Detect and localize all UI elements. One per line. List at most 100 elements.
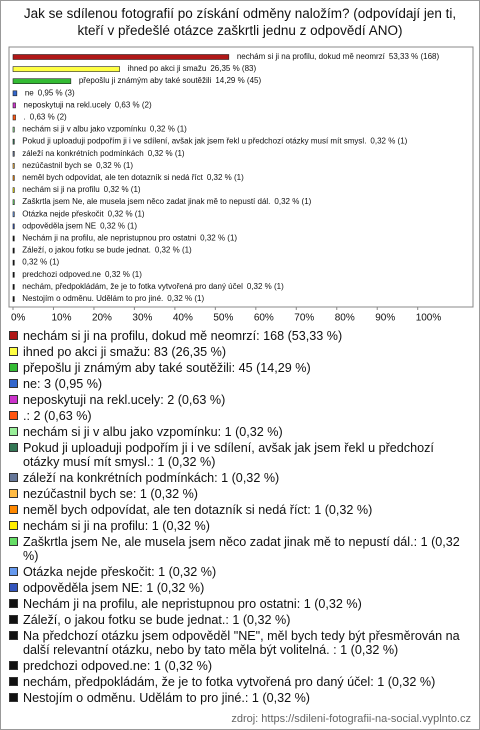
bar-label: přepošlu ji známým aby také soutěžili 14,… — [79, 76, 262, 85]
legend-label: Nestojím o odměnu. Udělám to pro jiné.: … — [23, 691, 310, 705]
legend-item: ne: 3 (0,95 %) — [9, 377, 471, 391]
legend-item: Zaškrtla jsem Ne, ale musela jsem něco z… — [9, 535, 471, 563]
x-tick-label: 0% — [11, 313, 26, 324]
category-label: neposkytuji na rekl.ucely — [24, 101, 111, 110]
bar-label: záleží na konkrétních podmínkách 0,32 % (… — [22, 149, 185, 158]
bar — [12, 235, 15, 242]
category-label: nezúčastnil bych se — [22, 161, 92, 170]
value-label: 0,32 % (1) — [370, 137, 407, 146]
bar — [12, 90, 18, 97]
legend-label: přepošlu ji známým aby také soutěžili: 4… — [23, 361, 311, 375]
value-label: 0,63 % (2) — [115, 101, 152, 110]
bar-label: nechám si ji na profilu 0,32 % (1) — [22, 185, 141, 194]
legend-label: predchozi odpoved.ne: 1 (0,32 %) — [23, 659, 213, 673]
value-label: 53,33 % (168) — [389, 52, 440, 61]
legend-label: neposkytuji na rekl.ucely: 2 (0,63 %) — [23, 393, 226, 407]
bar-label: . 0,63 % (2) — [24, 113, 67, 122]
bar-label: Nechám ji na profilu, ale nepristupnou p… — [22, 234, 237, 243]
bar — [12, 247, 15, 254]
category-label: Zaškrtla jsem Ne, ale musela jsem něco z… — [22, 197, 270, 206]
category-label: Otázka nejde přeskočit — [22, 209, 104, 218]
category-label: Záleží, o jakou fotku se bude jednat. — [22, 246, 151, 255]
legend-item: Na předchozí otázku jsem odpověděl "NE",… — [9, 629, 471, 657]
legend-label: nechám si ji na profilu, dokud mě neomrz… — [23, 329, 343, 343]
legend-swatch — [9, 521, 18, 530]
bar-label: predchozi odpoved.ne 0,32 % (1) — [22, 270, 142, 279]
legend-item: Nechám ji na profilu, ale nepristupnou p… — [9, 597, 471, 611]
value-label: 0,32 % (1) — [108, 209, 145, 218]
bar-label: nechám si ji na profilu, dokud mě neomrz… — [237, 52, 440, 61]
bar — [12, 211, 15, 218]
legend: nechám si ji na profilu, dokud mě neomrz… — [9, 329, 471, 707]
category-label: nechám si ji v albu jako vzpomínku — [22, 125, 146, 134]
legend-swatch — [9, 505, 18, 514]
value-label: 0,32 % (1) — [148, 149, 185, 158]
legend-label: nezúčastnil bych se: 1 (0,32 %) — [23, 487, 199, 501]
value-label: 14,29 % (45) — [215, 76, 261, 85]
value-label: 0,32 % (1) — [247, 282, 284, 291]
legend-item: přepošlu ji známým aby také soutěžili: 4… — [9, 361, 471, 375]
bar-label: nezúčastnil bych se 0,32 % (1) — [22, 161, 133, 170]
bar — [12, 102, 16, 109]
category-label: přepošlu ji známým aby také soutěžili — [79, 76, 212, 85]
x-tick-label: 80% — [335, 313, 355, 324]
x-tick-label: 70% — [294, 313, 314, 324]
category-label: nechám si ji na profilu, dokud mě neomrz… — [237, 52, 386, 61]
category-label: Pokud ji uploaduji podpořím ji i ve sdíl… — [22, 137, 366, 146]
value-label: 0,32 % (1) — [274, 197, 311, 206]
legend-label: nechám si ji na profilu: 1 (0,32 %) — [23, 519, 210, 533]
bar-label: nechám, předpokládám, že je to fotka vyt… — [22, 282, 284, 291]
legend-swatch — [9, 489, 18, 498]
legend-swatch — [9, 583, 18, 592]
category-label: ihned po akci ji smažu — [128, 64, 207, 73]
legend-item: nechám si ji na profilu: 1 (0,32 %) — [9, 519, 471, 533]
bar — [12, 296, 15, 302]
bar-label: Záleží, o jakou fotku se bude jednat. 0,3… — [22, 246, 192, 255]
legend-item: neměl bych odpovídat, ale ten dotazník s… — [9, 503, 471, 517]
chart: 0% 10% 20% 30% 40% 50% 60% 70% 80% 90% 100% nechám … — [8, 46, 474, 324]
legend-label: Nechám ji na profilu, ale nepristupnou p… — [23, 597, 362, 611]
legend-swatch — [9, 363, 18, 372]
legend-item: odpověděla jsem NE: 1 (0,32 %) — [9, 581, 471, 595]
legend-item: Nestojím o odměnu. Udělám to pro jiné.: … — [9, 691, 471, 705]
value-label: 0,32 % (1) — [207, 173, 244, 182]
bar-label: 0,32 % (1) — [22, 258, 59, 267]
legend-item: nezúčastnil bych se: 1 (0,32 %) — [9, 487, 471, 501]
category-label: neměl bych odpovídat, ale ten dotazník s… — [22, 173, 203, 182]
legend-swatch — [9, 427, 18, 436]
bar — [12, 66, 120, 72]
category-label: nechám, předpokládám, že je to fotka vyt… — [22, 282, 243, 291]
category-label: Nestojím o odměnu. Udělám to pro jiné. — [22, 294, 163, 303]
legend-item: Otázka nejde přeskočit: 1 (0,32 %) — [9, 565, 471, 579]
x-tick-label: 20% — [92, 313, 112, 324]
legend-swatch — [9, 473, 18, 482]
legend-item: nechám si ji v albu jako vzpomínku: 1 (0… — [9, 425, 471, 439]
legend-label: nechám si ji v albu jako vzpomínku: 1 (0… — [23, 425, 283, 439]
value-label: 0,32 % (1) — [105, 270, 142, 279]
bar-label: nechám si ji v albu jako vzpomínku 0,32 %… — [22, 125, 187, 134]
legend-swatch — [9, 411, 18, 420]
plot-frame — [8, 46, 474, 308]
legend-label: Pokud ji uploaduji podpořím ji i ve sdíl… — [23, 441, 434, 469]
value-label: 0,95 % (3) — [38, 88, 75, 97]
x-tick-label: 50% — [213, 313, 233, 324]
bar — [12, 151, 15, 157]
legend-item: .: 2 (0,63 %) — [9, 409, 471, 423]
legend-label: Na předchozí otázku jsem odpověděl "NE",… — [23, 629, 460, 657]
category-label: Nechám ji na profilu, ale nepristupnou p… — [22, 234, 196, 243]
legend-label: odpověděla jsem NE: 1 (0,32 %) — [23, 581, 205, 595]
value-label: 0,32 % (1) — [104, 185, 141, 194]
legend-swatch — [9, 443, 18, 452]
legend-swatch — [9, 631, 18, 640]
bar-label: odpověděla jsem NE 0,32 % (1) — [22, 222, 137, 231]
legend-swatch — [9, 599, 18, 608]
value-label: 0,32 % (1) — [22, 258, 59, 267]
legend-swatch — [9, 693, 18, 702]
legend-swatch — [9, 347, 18, 356]
bar-label: ihned po akci ji smažu 26,35 % (83) — [128, 64, 257, 73]
legend-item: nechám si ji na profilu, dokud mě neomrz… — [9, 329, 471, 343]
bar-label: Pokud ji uploaduji podpořím ji i ve sdíl… — [22, 137, 407, 146]
legend-item: ihned po akci ji smažu: 83 (26,35 %) — [9, 345, 471, 359]
legend-swatch — [9, 677, 18, 686]
